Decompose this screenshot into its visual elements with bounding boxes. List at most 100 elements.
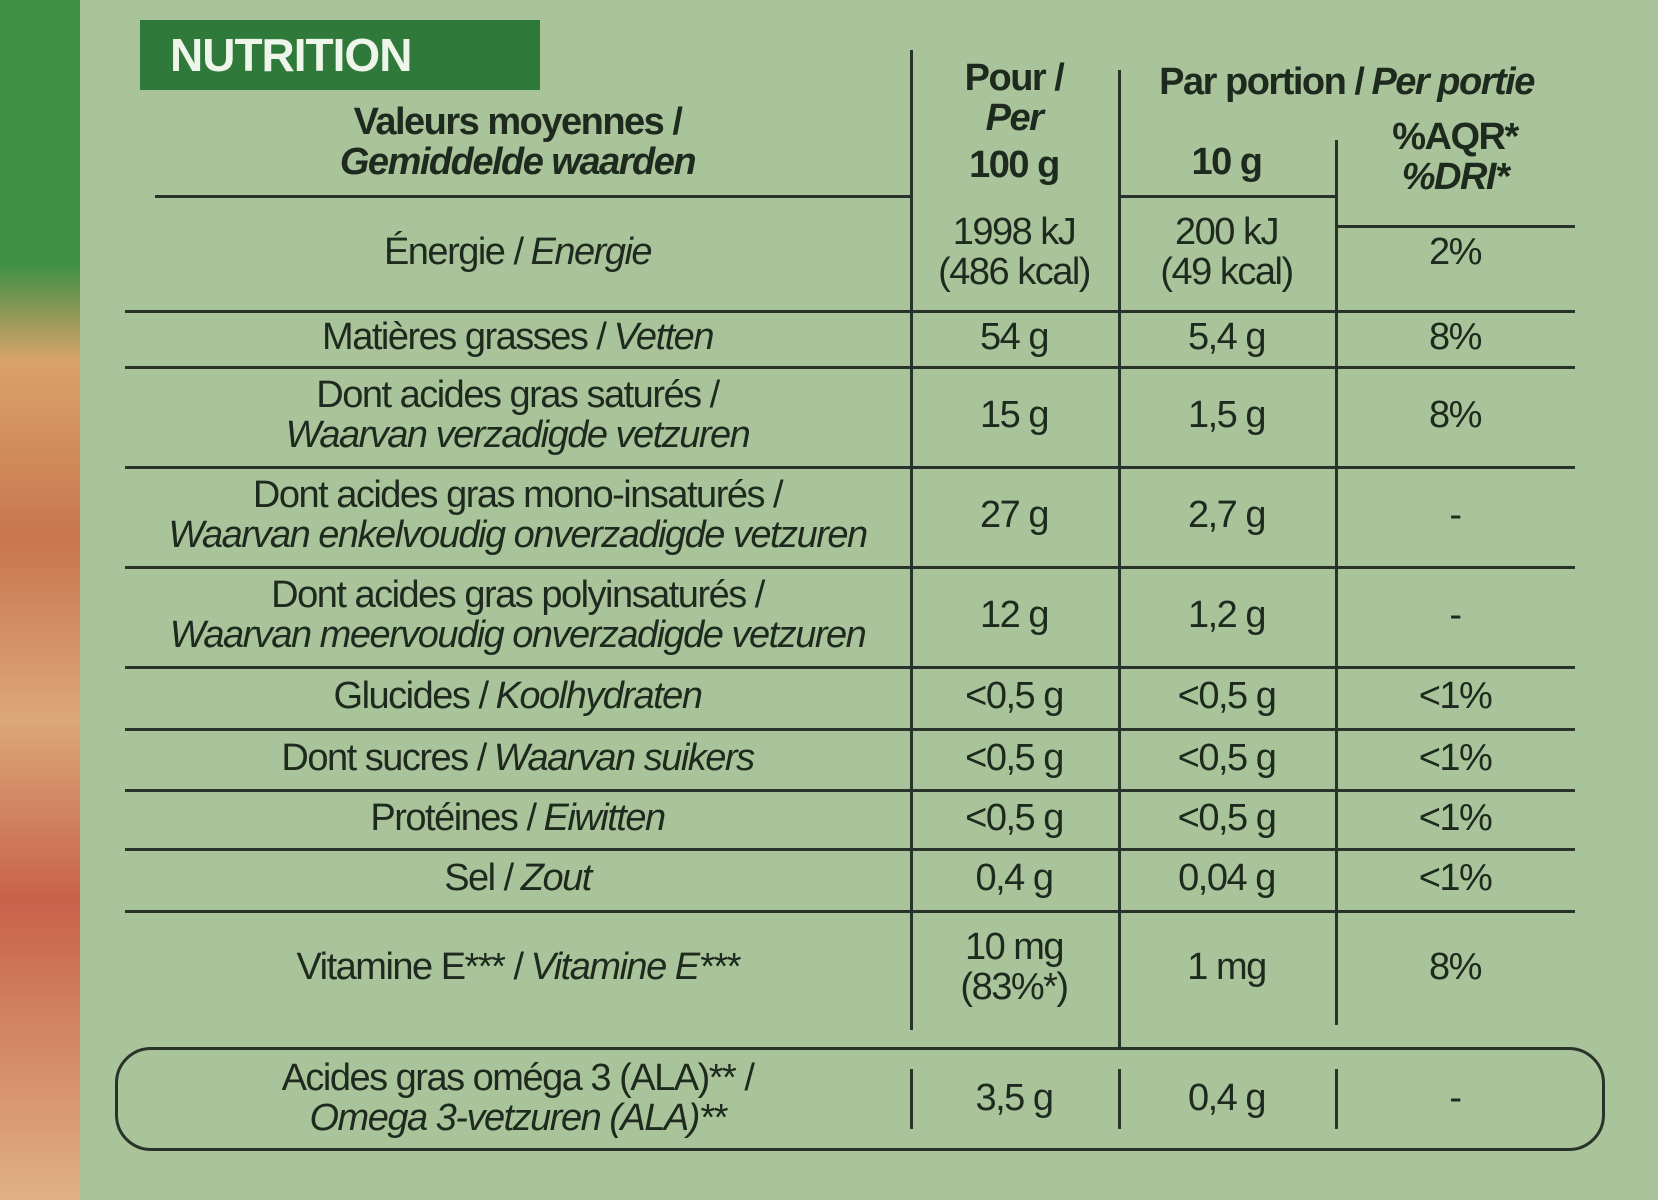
per-100g: <0,5 g <box>910 789 1118 848</box>
nutrient-label: Sel / Zout <box>125 848 910 910</box>
per-100g: 27 g <box>910 466 1118 566</box>
per-portion: 1,2 g <box>1118 566 1335 666</box>
food-image-edge <box>0 0 80 1200</box>
per-100g-value: 1998 kJ <box>952 210 1077 253</box>
per-portion: 5,4 g <box>1118 310 1335 366</box>
ri-percent: <1% <box>1335 666 1575 728</box>
omega-divider <box>1335 1069 1338 1129</box>
nutrient-nl: Eiwitten <box>543 796 667 839</box>
per-100g-value: (83%*) <box>960 966 1069 1008</box>
ri-percent: <1% <box>1335 789 1575 848</box>
nutrient-label: Vitamine E*** / Vitamine E*** <box>125 910 910 1026</box>
nutrient-label: Matières grasses / Vetten <box>125 310 910 366</box>
per-100g: 12 g <box>910 566 1118 666</box>
nutrient-fr: Vitamine E*** / <box>296 946 525 989</box>
nutrient-label: Glucides / Koolhydraten <box>125 666 910 728</box>
nutrient-fr: Dont acides gras saturés / <box>316 374 720 417</box>
nutrient-fr: Énergie / <box>383 230 524 273</box>
nutrient-line: Matières grasses / Vetten <box>322 317 714 358</box>
ri-value: <1% <box>1418 796 1493 839</box>
nutrient-nl: Vitamine E*** <box>530 946 740 989</box>
nutrient-label: Dont acides gras mono-insaturés / Waarvan… <box>125 466 910 566</box>
column-divider <box>910 50 913 1030</box>
per-portion: 0,04 g <box>1118 848 1335 910</box>
per-100g-value: <0,5 g <box>965 675 1064 718</box>
per-100g: <0,5 g <box>910 666 1118 728</box>
per-100g-value: 15 g <box>980 394 1049 437</box>
ri-percent: 8% <box>1335 910 1575 1026</box>
row-divider <box>125 366 1575 369</box>
header-ri: %AQR* %DRI* <box>1335 117 1575 197</box>
nutrient-nl: Koolhydraten <box>495 675 703 718</box>
nutrient-fr: Dont acides gras mono-insaturés / <box>252 474 784 517</box>
per-100g-value: 0,4 g <box>975 857 1054 900</box>
per-portion-value: 0,04 g <box>1178 857 1276 900</box>
ri-value: <1% <box>1418 675 1493 718</box>
per-100g-value: (486 kcal) <box>938 250 1091 293</box>
ri-percent: <1% <box>1335 848 1575 910</box>
ri-percent: 8% <box>1335 366 1575 466</box>
row-divider <box>1118 195 1335 198</box>
row-divider <box>155 195 910 198</box>
per-portion: 1,5 g <box>1118 366 1335 466</box>
header-nl: Gemiddelde waarden <box>339 140 697 183</box>
per-portion: 1 mg <box>1118 910 1335 1026</box>
ri-value: 2% <box>1429 230 1482 273</box>
omega-nl: Omega 3-vetzuren (ALA)** <box>309 1097 727 1139</box>
nutrient-fr: Protéines / <box>370 796 537 839</box>
header-fr: Valeurs moyennes / <box>353 100 683 143</box>
header-portion-qty: 10 g <box>1118 130 1335 195</box>
per-portion-value: <0,5 g <box>1177 796 1277 839</box>
per-100g-value: 12 g <box>980 594 1049 637</box>
nutrient-fr: Glucides / <box>333 675 489 718</box>
omega-per-100g: 3,5 g <box>910 1047 1118 1151</box>
per-100g: <0,5 g <box>910 728 1118 789</box>
nutrient-nl: Energie <box>530 230 653 273</box>
row-divider <box>125 848 1575 851</box>
nutrient-fr: Dont acides gras polyinsaturés / <box>271 574 765 617</box>
per-portion: 2,7 g <box>1118 466 1335 566</box>
nutrient-label: Dont sucres / Waarvan suikers <box>125 728 910 789</box>
per-portion: <0,5 g <box>1118 666 1335 728</box>
per-portion-value: 2,7 g <box>1187 494 1267 537</box>
nutrient-line: Glucides / Koolhydraten <box>333 675 703 718</box>
per-100g: 10 mg (83%*) <box>910 910 1118 1026</box>
per-100g: 1998 kJ (486 kcal) <box>910 195 1118 310</box>
omega-per-100g-value: 3,5 g <box>975 1077 1054 1120</box>
omega-divider <box>910 1069 913 1129</box>
per-100g-value: <0,5 g <box>965 796 1064 839</box>
per-portion: <0,5 g <box>1118 728 1335 789</box>
nutrient-label: Dont acides gras polyinsaturés / Waarvan … <box>125 566 910 666</box>
nutrition-badge: NUTRITION <box>140 20 540 90</box>
ri-percent: 8% <box>1335 310 1575 366</box>
omega-box <box>115 1047 1605 1151</box>
nutrient-nl: Waarvan suikers <box>493 736 755 779</box>
row-divider <box>1335 225 1575 228</box>
omega-label: Acides gras oméga 3 (ALA)** / Omega 3-vet… <box>125 1047 910 1151</box>
row-divider <box>125 910 1575 913</box>
row-divider <box>125 566 1575 569</box>
header-per-qty: 100 g <box>969 144 1060 187</box>
row-divider <box>125 310 1575 313</box>
header-portion-line: Par portion / Per portie <box>1159 62 1535 103</box>
ri-value: 8% <box>1429 946 1482 989</box>
omega-per-portion: 0,4 g <box>1118 1047 1335 1151</box>
omega-fr: Acides gras oméga 3 (ALA)** / <box>281 1057 755 1100</box>
nutrient-nl: Zout <box>520 857 593 900</box>
header-label: Valeurs moyennes / Gemiddelde waarden <box>125 90 910 195</box>
nutrient-fr: Dont sucres / <box>281 736 487 779</box>
per-portion-value: 1,5 g <box>1187 394 1267 437</box>
header-portion: Par portion / Per portie <box>1118 50 1575 115</box>
per-portion-value: <0,5 g <box>1177 675 1277 718</box>
ri-value: - <box>1449 494 1462 537</box>
ri-value: 8% <box>1429 394 1482 437</box>
header-per-fr: Pour / <box>964 56 1065 99</box>
per-portion: 200 kJ (49 kcal) <box>1118 195 1335 310</box>
nutrient-line: Sel / Zout <box>444 857 593 900</box>
per-portion-value: 1,2 g <box>1187 594 1267 637</box>
per-portion: <0,5 g <box>1118 789 1335 848</box>
column-divider <box>1335 140 1338 1025</box>
per-100g: 15 g <box>910 366 1118 466</box>
header-per100: Pour / Per 100 g <box>910 50 1118 195</box>
nutrient-label: Dont acides gras saturés / Waarvan verzad… <box>125 366 910 466</box>
